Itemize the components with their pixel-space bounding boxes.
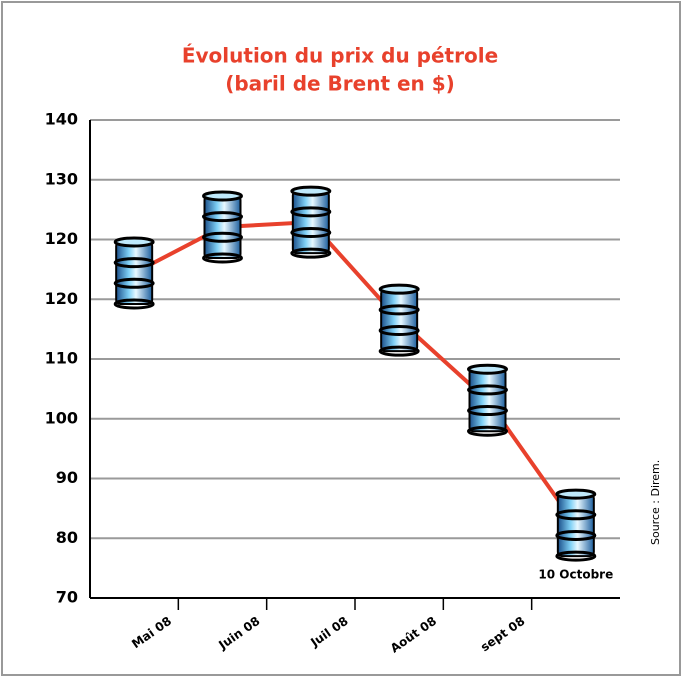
barrel-hoop <box>113 298 155 310</box>
barrel-hoop <box>202 211 243 223</box>
barrel-hoop <box>113 257 155 269</box>
source: Source : Direm. <box>649 460 662 545</box>
annotation: 10 Octobre <box>538 568 613 582</box>
barrel <box>290 185 332 259</box>
barrel-hoop <box>378 324 420 336</box>
barrel <box>202 190 243 264</box>
barrel-body <box>115 240 154 305</box>
barrel-hoop <box>113 236 155 248</box>
barrel-hoop <box>290 206 332 218</box>
chart-subtitle: (baril de Brent en $) <box>225 72 455 96</box>
y-tick-label: 90 <box>56 468 78 487</box>
barrel-hoop <box>378 304 420 316</box>
barrel-body <box>556 493 595 558</box>
barrel-hoop <box>467 384 508 396</box>
barrel-hoop <box>467 405 508 417</box>
y-tick-label: 120 <box>45 289 78 308</box>
barrel <box>113 236 155 310</box>
barrel-hoop <box>113 277 155 289</box>
barrel <box>467 363 508 437</box>
barrel-hoop <box>555 529 597 541</box>
y-tick-label: 140 <box>45 110 78 129</box>
barrel-hoop <box>555 509 597 521</box>
barrel-hoop <box>378 345 420 357</box>
barrel <box>378 283 420 357</box>
y-tick-label: 130 <box>45 169 78 188</box>
chart-title: Évolution du prix du pétrole <box>182 44 498 68</box>
barrel-body <box>380 288 419 353</box>
y-tick-label: 120 <box>45 229 78 248</box>
barrel-hoop <box>555 488 597 500</box>
y-tick-label: 70 <box>56 588 78 607</box>
barrel-hoop <box>467 363 508 375</box>
barrel-hoop <box>467 425 508 437</box>
barrel-hoop <box>202 252 243 264</box>
barrel-body <box>203 194 242 259</box>
barrel-hoop <box>290 227 332 239</box>
barrel-body <box>468 368 507 433</box>
barrel-body <box>291 190 330 255</box>
barrel-hoop <box>290 185 332 197</box>
barrel-hoop <box>202 190 243 202</box>
y-tick-label: 80 <box>56 528 78 547</box>
y-tick-label: 110 <box>45 349 78 368</box>
barrel-hoop <box>202 231 243 243</box>
y-tick-label: 100 <box>45 408 78 427</box>
barrel-hoop <box>378 283 420 295</box>
barrel-hoop <box>555 550 597 562</box>
barrel-hoop <box>290 247 332 259</box>
barrel <box>555 488 597 562</box>
